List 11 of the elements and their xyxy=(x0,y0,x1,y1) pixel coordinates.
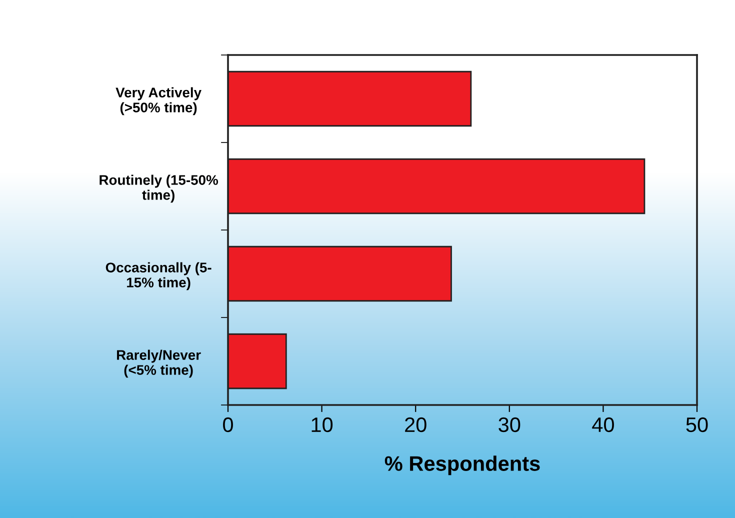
x-tick-label: 40 xyxy=(592,417,614,432)
y-tick-label: Routinely (15-50% time) xyxy=(100,174,218,203)
y-tick-label: Very Actively (>50% time) xyxy=(116,87,202,116)
x-tick-label: 30 xyxy=(498,417,520,432)
x-tick-label: 20 xyxy=(405,417,426,432)
x-tick-label: 50 xyxy=(686,417,708,432)
y-tick-label: Occasionally (5- 15% time) xyxy=(106,262,212,290)
x-tick-label: 0 xyxy=(223,417,233,432)
y-tick-label: Rarely/Never (<5% time) xyxy=(117,350,201,378)
x-tick-label: 10 xyxy=(312,417,333,432)
x-axis-title: % Respondents xyxy=(384,456,540,476)
